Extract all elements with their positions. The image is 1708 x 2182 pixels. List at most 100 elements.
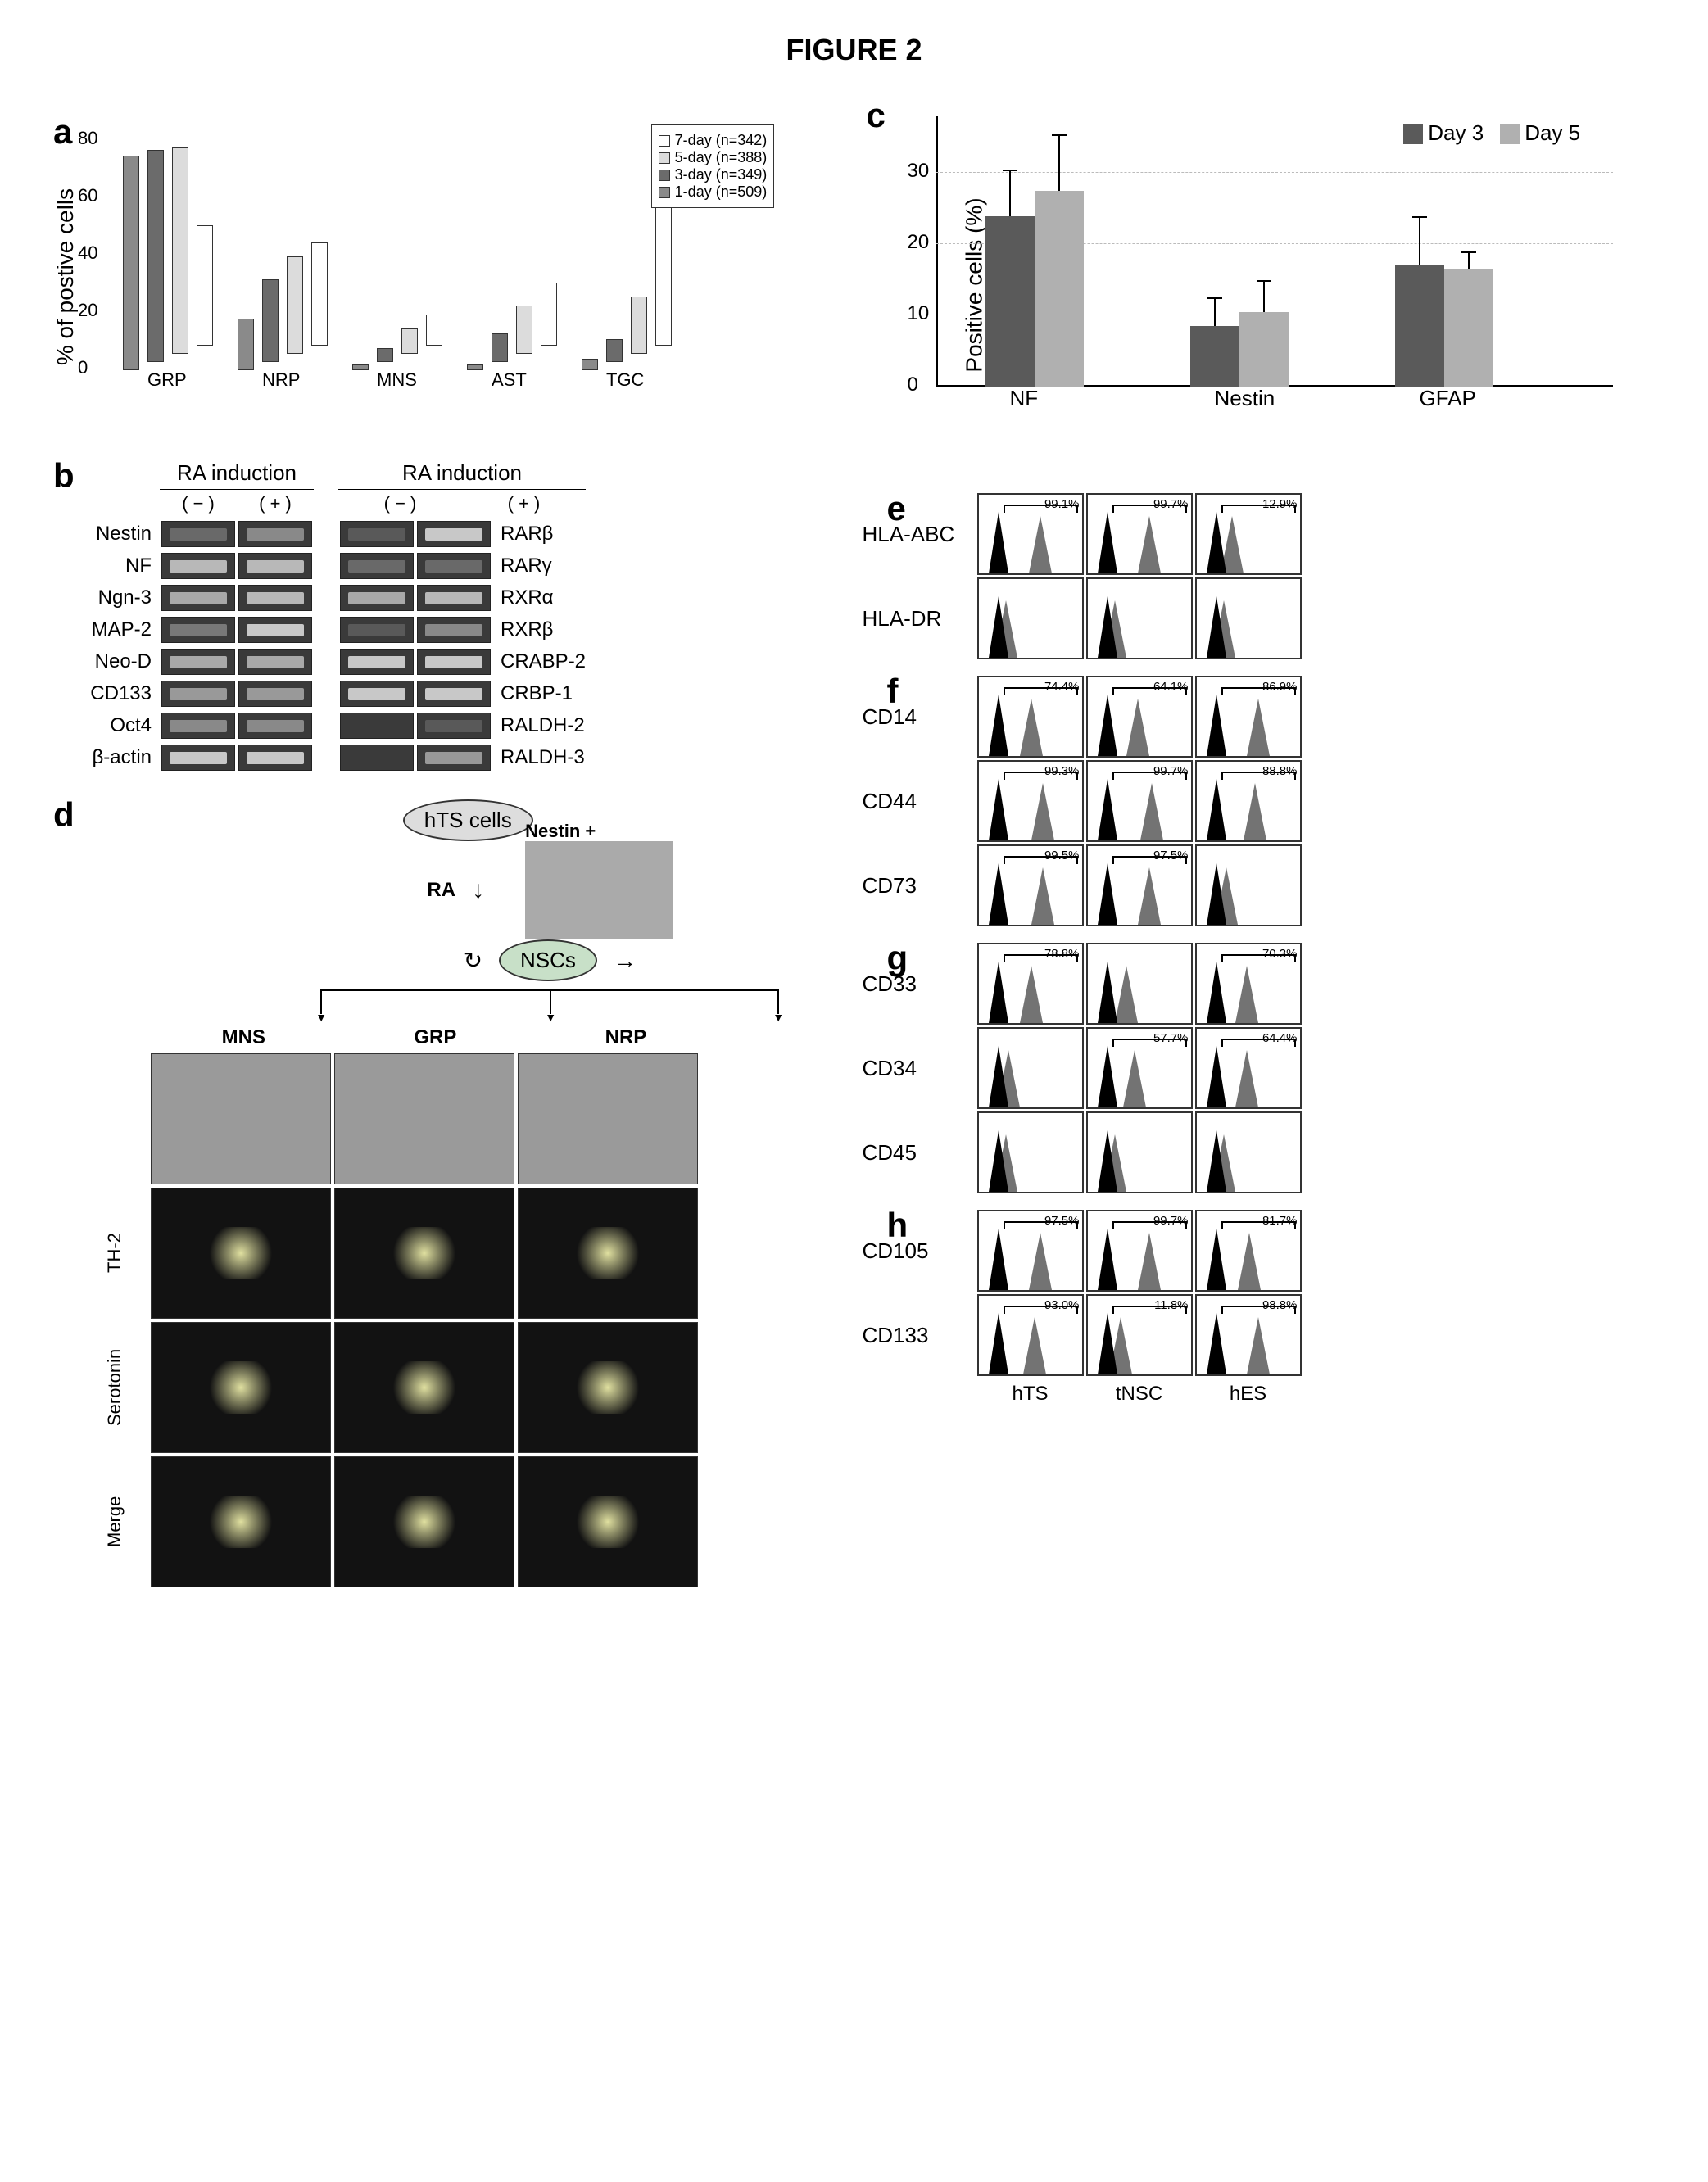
flow-pct: 86.9% bbox=[1262, 680, 1298, 694]
gel-row: MAP-2 bbox=[160, 615, 314, 645]
flow-histogram: 99.7% bbox=[1086, 1210, 1193, 1292]
gel-container: RA induction ( − ) ( + ) NestinNFNgn-3MA… bbox=[160, 460, 846, 775]
flow-histogram: 99.7% bbox=[1086, 493, 1193, 575]
flow-peak-control bbox=[1098, 1046, 1117, 1107]
flow-peak-sample bbox=[1126, 699, 1149, 756]
flow-histogram: 57.7% bbox=[1086, 1027, 1193, 1109]
gel-label: NF bbox=[53, 555, 160, 577]
flow-pct: 99.3% bbox=[1044, 764, 1080, 778]
flow-row-label: CD14 bbox=[863, 704, 917, 730]
legend-day3: Day 3 bbox=[1428, 120, 1484, 145]
flow-histogram bbox=[1195, 844, 1302, 926]
bar3d bbox=[238, 319, 254, 370]
flow-pct: 64.4% bbox=[1262, 1031, 1298, 1045]
flow-peak-control bbox=[989, 512, 1008, 573]
panel-g: gCD33CD34CD4578.8%70.3%57.7%64.4% bbox=[863, 943, 1660, 1193]
flow-histogram bbox=[1086, 1111, 1193, 1193]
gel-label: Nestin bbox=[53, 523, 160, 546]
legend-item: 7-day (n=342) bbox=[659, 132, 768, 149]
panel-b: b RA induction ( − ) ( + ) NestinNFNgn-3… bbox=[49, 460, 846, 775]
flow-histogram: 99.1% bbox=[977, 493, 1084, 575]
bar bbox=[1395, 265, 1444, 387]
gel-subheader-left: ( − ) ( + ) bbox=[160, 493, 314, 514]
flow-peak-control bbox=[989, 1313, 1008, 1374]
gel-band bbox=[340, 521, 414, 547]
flow-row-label: HLA-ABC bbox=[863, 522, 955, 547]
flow-peak-sample bbox=[1103, 600, 1126, 658]
flow-pct: 98.8% bbox=[1262, 1298, 1298, 1312]
gel-band bbox=[161, 681, 235, 707]
flow-peak-control bbox=[1098, 863, 1117, 925]
xlabel-c: GFAP bbox=[1420, 386, 1476, 411]
flow-histogram: 98.8% bbox=[1195, 1294, 1302, 1376]
error-bar bbox=[1468, 251, 1470, 269]
flow-pct: 97.5% bbox=[1153, 849, 1189, 862]
gel-band bbox=[340, 617, 414, 643]
bargroup bbox=[1190, 312, 1305, 387]
flow-histogram bbox=[977, 1111, 1084, 1193]
flow-peak-sample bbox=[1123, 1050, 1146, 1107]
cond-plus-r: ( + ) bbox=[508, 493, 541, 514]
flow-histogram: 93.0% bbox=[977, 1294, 1084, 1376]
gel-row: NF bbox=[160, 551, 314, 581]
gel-band bbox=[161, 585, 235, 611]
gel-header-left: RA induction bbox=[160, 460, 314, 490]
lineage-labels: MNS GRP NRP bbox=[147, 1026, 721, 1049]
flow-row-label: CD133 bbox=[863, 1323, 929, 1348]
bar3d bbox=[262, 279, 279, 363]
flow-peak-sample bbox=[1247, 699, 1270, 756]
flow-pct: 12.9% bbox=[1262, 497, 1298, 511]
flow-histogram bbox=[1195, 577, 1302, 659]
micrograph bbox=[151, 1322, 331, 1453]
gel-row: CRBP-1 bbox=[338, 679, 586, 708]
gel-row: RXRβ bbox=[338, 615, 586, 645]
nestin-label: Nestin + bbox=[525, 821, 596, 842]
gel-label: Neo-D bbox=[53, 650, 160, 673]
arrow-right-icon: → bbox=[614, 948, 637, 974]
xlabel-c: NF bbox=[1010, 386, 1039, 411]
gel-row: CRABP-2 bbox=[338, 647, 586, 677]
micrograph bbox=[334, 1053, 514, 1184]
flow-row-label: CD34 bbox=[863, 1056, 917, 1081]
flow-peak-control bbox=[1207, 1313, 1226, 1374]
flow-peak-control bbox=[989, 863, 1008, 925]
flow-histogram bbox=[977, 1027, 1084, 1109]
gel-band bbox=[161, 617, 235, 643]
flow-grid: 99.1% 99.7% 12.9% bbox=[977, 493, 1660, 659]
xlabel-a: NRP bbox=[262, 369, 300, 391]
gel-band bbox=[161, 745, 235, 771]
cond-plus: ( + ) bbox=[259, 493, 292, 514]
flow-histogram: 78.8% bbox=[977, 943, 1084, 1025]
flow-row-label: CD73 bbox=[863, 873, 917, 899]
panel-a-legend: 7-day (n=342)5-day (n=388)3-day (n=349)1… bbox=[651, 124, 775, 208]
flow-peak-sample bbox=[1138, 516, 1161, 573]
gel-band bbox=[417, 681, 491, 707]
micrograph bbox=[151, 1456, 331, 1587]
flow-col-label: hES bbox=[1195, 1383, 1302, 1406]
flow-pct: 78.8% bbox=[1044, 947, 1080, 961]
flow-histogram: 99.3% bbox=[977, 760, 1084, 842]
micrograph bbox=[334, 1322, 514, 1453]
micrograph bbox=[518, 1322, 698, 1453]
flow-peak-sample bbox=[1029, 516, 1052, 573]
flow-peak-sample bbox=[1235, 1050, 1258, 1107]
flow-peak-control bbox=[1207, 695, 1226, 756]
cycle-icon: ↻ bbox=[464, 947, 482, 974]
gel-label: MAP-2 bbox=[53, 618, 160, 641]
flow-pct: 99.7% bbox=[1153, 764, 1189, 778]
flow-pct: 99.1% bbox=[1044, 497, 1080, 511]
flow-pct: 64.1% bbox=[1153, 680, 1189, 694]
panel-h: hCD105CD13397.5%99.7%81.7%93.0%11.8%98.8… bbox=[863, 1210, 1660, 1376]
gel-header-right: RA induction bbox=[338, 460, 586, 490]
flow-row-label: CD44 bbox=[863, 789, 917, 814]
gel-label: RXRα bbox=[492, 586, 554, 609]
flow-peak-sample bbox=[1103, 1134, 1126, 1192]
panel-c: c Positive cells (%) Day 3 Day 5 0102030… bbox=[863, 100, 1660, 477]
flow-histogram: 81.7% bbox=[1195, 1210, 1302, 1292]
chart-a: % of postive cells 020406080 GRPNRPMNSAS… bbox=[106, 116, 823, 411]
flow-histogram: 99.5% bbox=[977, 844, 1084, 926]
row-label: Merge bbox=[82, 1456, 147, 1587]
flow-col-label: tNSC bbox=[1086, 1383, 1193, 1406]
flow-peak-control bbox=[1207, 779, 1226, 840]
bar3d bbox=[172, 147, 188, 354]
